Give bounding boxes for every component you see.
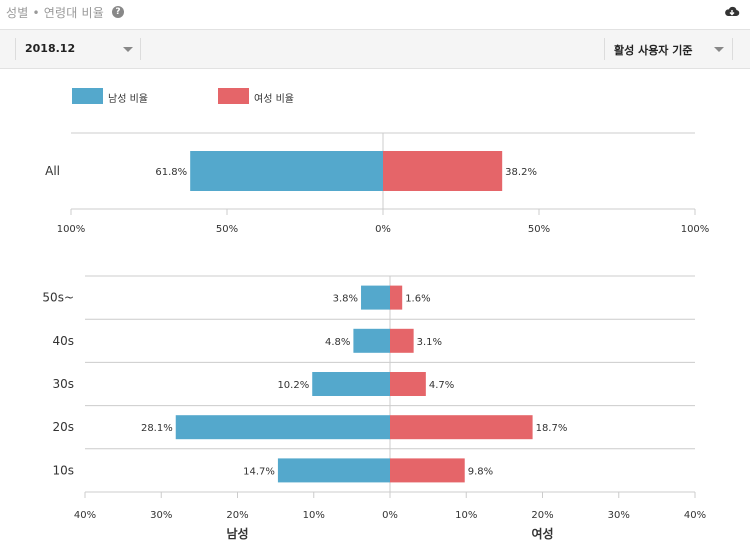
toolbar-divider xyxy=(732,38,733,60)
legend-swatch-female xyxy=(218,88,249,104)
data-label-male: 14.7% xyxy=(243,466,275,477)
legend-swatch-male xyxy=(72,88,103,104)
category-label: 40s xyxy=(52,334,74,348)
data-label-female: 38.2% xyxy=(505,167,537,178)
data-label-male: 61.8% xyxy=(155,167,187,178)
period-select[interactable]: 2018.12 xyxy=(15,36,140,62)
tick-label: 0% xyxy=(375,224,391,235)
tick-label: 0% xyxy=(382,510,398,521)
tick-label: 50% xyxy=(216,224,238,235)
bar-female xyxy=(383,151,503,191)
tick-label: 50% xyxy=(528,224,550,235)
tick-label: 30% xyxy=(608,510,630,521)
bar-male xyxy=(361,285,390,310)
bar-female xyxy=(390,285,403,310)
data-label-male: 10.2% xyxy=(277,380,309,391)
tick-label: 40% xyxy=(684,510,706,521)
category-label: All xyxy=(45,164,60,178)
data-label-male: 4.8% xyxy=(325,337,350,348)
data-label-female: 18.7% xyxy=(536,423,568,434)
bar-female xyxy=(390,415,533,440)
bar-male xyxy=(277,458,390,483)
data-label-female: 3.1% xyxy=(417,337,442,348)
question-circle-icon[interactable]: ? xyxy=(112,6,124,18)
data-label-female: 1.6% xyxy=(405,294,430,305)
toolbar-divider xyxy=(15,38,16,60)
period-select-value: 2018.12 xyxy=(25,42,76,55)
data-label-male: 28.1% xyxy=(141,423,173,434)
tick-label: 10% xyxy=(455,510,477,521)
tick-label: 100% xyxy=(57,224,86,235)
category-label: 30s xyxy=(52,377,74,391)
bar-male xyxy=(175,415,390,440)
legend-label-female: 여성 비율 xyxy=(254,94,294,105)
chevron-down-icon xyxy=(714,47,724,52)
data-label-female: 9.8% xyxy=(468,466,493,477)
tick-label: 40% xyxy=(74,510,96,521)
legend-label-male: 남성 비율 xyxy=(108,94,148,105)
tick-label: 100% xyxy=(681,224,710,235)
category-label: 10s xyxy=(52,463,74,477)
tick-label: 10% xyxy=(303,510,325,521)
axis-label-male: 남성 xyxy=(226,526,248,541)
tick-label: 20% xyxy=(226,510,248,521)
basis-select-value: 활성 사용자 기준 xyxy=(614,44,693,57)
tick-label: 30% xyxy=(150,510,172,521)
basis-select[interactable]: 활성 사용자 기준 xyxy=(604,36,732,62)
bar-male xyxy=(312,372,390,396)
filter-toolbar: 2018.12 활성 사용자 기준 xyxy=(0,29,750,69)
bar-female xyxy=(390,458,465,483)
widget-title: 성별 • 연령대 비율 xyxy=(6,6,105,20)
cloud-download-icon[interactable] xyxy=(724,4,740,20)
toolbar-divider xyxy=(140,38,141,60)
bar-female xyxy=(390,372,426,396)
data-label-male: 3.8% xyxy=(333,294,358,305)
category-label: 20s xyxy=(52,420,74,434)
data-label-female: 4.7% xyxy=(429,380,454,391)
bar-male xyxy=(353,328,390,353)
category-label: 50s~ xyxy=(42,291,74,305)
widget-header: 성별 • 연령대 비율 ? xyxy=(0,0,750,28)
bar-male xyxy=(190,151,383,191)
tick-label: 20% xyxy=(531,510,553,521)
chevron-down-icon xyxy=(123,47,133,52)
bar-female xyxy=(390,328,414,353)
toolbar-divider xyxy=(604,38,605,60)
axis-label-female: 여성 xyxy=(531,526,553,541)
